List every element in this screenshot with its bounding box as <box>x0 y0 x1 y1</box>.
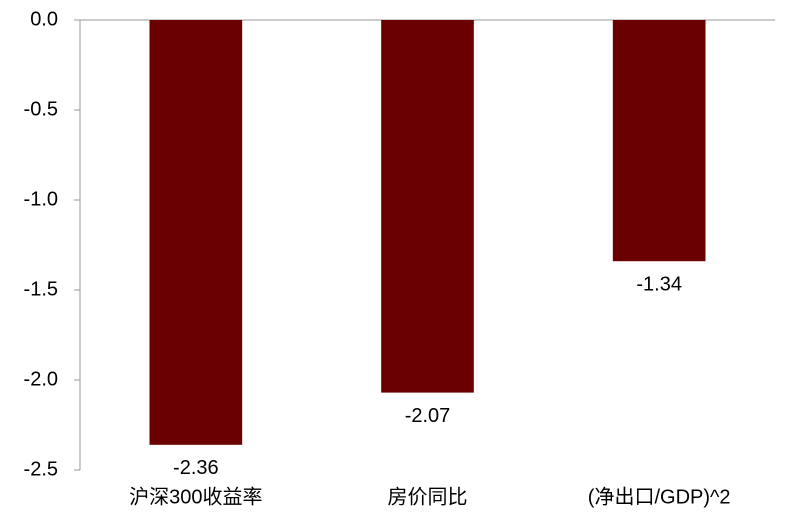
x-tick-label: (净出口/GDP)^2 <box>588 485 731 508</box>
y-tick-label: -0.5 <box>24 98 58 120</box>
y-tick-label: -1.5 <box>24 278 58 300</box>
x-tick-label: 房价同比 <box>388 485 468 508</box>
bar <box>381 20 474 393</box>
y-tick-label: -2.5 <box>24 458 58 480</box>
y-tick-label: 0.0 <box>30 8 58 30</box>
value-label: -2.07 <box>405 405 451 427</box>
y-tick-label: -2.0 <box>24 368 58 390</box>
value-label: -2.36 <box>173 457 219 479</box>
value-label: -1.34 <box>636 273 682 295</box>
x-tick-label: 沪深300收益率 <box>129 485 262 508</box>
bar <box>612 20 706 262</box>
y-tick-label: -1.0 <box>24 188 58 210</box>
bar <box>149 20 243 445</box>
